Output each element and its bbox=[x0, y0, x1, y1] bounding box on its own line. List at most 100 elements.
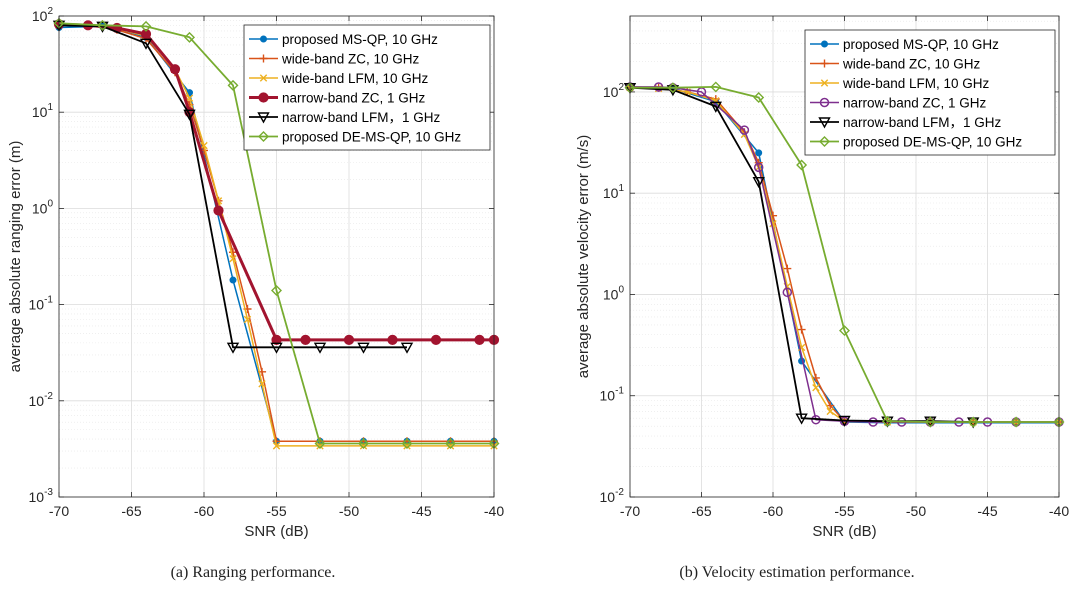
data-point bbox=[812, 384, 820, 392]
legend-marker bbox=[818, 117, 831, 129]
x-tick-label: -55 bbox=[834, 503, 854, 519]
y-tick-label: 10-2 bbox=[29, 391, 54, 409]
data-point bbox=[140, 28, 152, 40]
x-tick-label: -65 bbox=[691, 503, 711, 519]
x-tick-label: -50 bbox=[906, 503, 926, 519]
x-tick-label: -65 bbox=[121, 503, 141, 519]
legend-entry: wide-band ZC, 10 GHz bbox=[842, 57, 981, 72]
legend-marker bbox=[260, 35, 267, 43]
legend-marker bbox=[259, 54, 268, 63]
data-point bbox=[226, 342, 240, 354]
data-point bbox=[357, 342, 370, 354]
data-point bbox=[140, 20, 152, 32]
data-point bbox=[258, 380, 266, 388]
y-tick-label: 10-1 bbox=[600, 386, 625, 404]
data-point bbox=[271, 285, 282, 297]
series-6 bbox=[624, 81, 1065, 428]
x-tick-label: -55 bbox=[266, 503, 286, 519]
x-axis-label: SNR (dB) bbox=[812, 523, 876, 540]
legend-marker bbox=[259, 74, 268, 82]
data-point bbox=[474, 334, 485, 345]
data-point bbox=[753, 92, 765, 104]
data-point bbox=[314, 437, 326, 449]
data-point bbox=[868, 417, 878, 427]
y-tick-label: 10-2 bbox=[600, 487, 625, 505]
data-point bbox=[243, 315, 252, 324]
y-tick-label: 102 bbox=[603, 82, 625, 100]
data-point bbox=[227, 79, 239, 91]
y-tick-label: 101 bbox=[603, 183, 625, 201]
data-point bbox=[343, 334, 355, 345]
data-point bbox=[667, 82, 679, 94]
legend-marker bbox=[819, 136, 830, 147]
data-point bbox=[97, 19, 108, 31]
series-line bbox=[58, 22, 494, 445]
data-point bbox=[139, 38, 153, 50]
x-tick-label: -70 bbox=[620, 503, 640, 519]
legend-entry: proposed DE-MS-QP, 10 GHz bbox=[282, 130, 461, 145]
data-point bbox=[839, 325, 850, 337]
data-point bbox=[811, 373, 820, 382]
y-tick-label: 100 bbox=[32, 198, 54, 216]
data-point bbox=[185, 94, 194, 102]
x-tick-label: -45 bbox=[977, 503, 997, 519]
data-point bbox=[401, 437, 413, 449]
legend: proposed MS-QP, 10 GHz wide-band ZC, 10 G… bbox=[804, 29, 1056, 156]
data-point bbox=[755, 149, 763, 157]
legend-entry: narrow-band ZC, 1 GHz bbox=[282, 91, 426, 106]
caption-velocity: (b) Velocity estimation performance. bbox=[679, 564, 914, 581]
legend-box bbox=[243, 24, 491, 151]
data-point bbox=[272, 442, 281, 450]
series-line bbox=[630, 86, 1059, 423]
y-axis-label: average absolute ranging error (m) bbox=[7, 141, 24, 373]
x-tick-label: -70 bbox=[49, 503, 69, 519]
series-6 bbox=[53, 17, 500, 449]
legend-marker bbox=[258, 131, 269, 142]
x-tick-label: -50 bbox=[339, 503, 359, 519]
y-axis-label: average absolute velocity error (m/s) bbox=[575, 135, 592, 378]
data-point bbox=[445, 437, 456, 449]
x-axis-label: SNR (dB) bbox=[244, 523, 308, 540]
y-tick-label: 100 bbox=[603, 284, 625, 302]
legend-entry: narrow-band LFM，1 GHz bbox=[843, 115, 1002, 130]
legend-entry: proposed MS-QP, 10 GHz bbox=[843, 37, 999, 52]
data-point bbox=[838, 415, 851, 427]
data-point bbox=[967, 416, 979, 428]
data-point bbox=[783, 264, 792, 273]
legend-marker bbox=[819, 97, 830, 108]
data-point bbox=[169, 64, 181, 75]
legend-entry: wide-band LFM, 10 GHz bbox=[281, 71, 429, 86]
data-point bbox=[358, 437, 369, 449]
data-point bbox=[229, 276, 237, 284]
data-point bbox=[430, 334, 442, 345]
data-point bbox=[710, 81, 722, 93]
x-tick-label: -45 bbox=[411, 503, 431, 519]
legend: proposed MS-QP, 10 GHz wide-band ZC, 10 G… bbox=[243, 24, 491, 151]
y-tick-label: 10-1 bbox=[29, 295, 54, 313]
legend-entry: narrow-band LFM，1 GHz bbox=[282, 110, 441, 125]
y-tick-label: 102 bbox=[32, 6, 54, 24]
data-point bbox=[200, 141, 208, 150]
data-point bbox=[270, 342, 283, 354]
data-point bbox=[753, 162, 764, 173]
data-point bbox=[709, 101, 722, 113]
data-point bbox=[387, 334, 398, 345]
ranging-chart: -70 -65 -60 -55 -50 -45 -40 10-3 10-2 10-1 100 101 1… bbox=[7, 6, 504, 540]
data-point bbox=[797, 325, 806, 334]
data-point bbox=[400, 342, 414, 354]
legend-entry: proposed MS-QP, 10 GHz bbox=[282, 32, 438, 47]
data-point bbox=[271, 334, 282, 345]
legend-marker bbox=[258, 92, 269, 103]
data-point bbox=[782, 287, 793, 298]
data-point bbox=[826, 407, 834, 416]
data-point bbox=[229, 255, 237, 263]
data-point bbox=[795, 413, 808, 425]
data-point bbox=[739, 125, 750, 135]
data-point bbox=[881, 415, 893, 427]
legend-marker bbox=[257, 112, 270, 124]
legend-marker bbox=[820, 59, 829, 68]
data-point bbox=[184, 31, 195, 43]
legend-entry: wide-band ZC, 10 GHz bbox=[281, 52, 420, 67]
data-point bbox=[300, 334, 311, 345]
